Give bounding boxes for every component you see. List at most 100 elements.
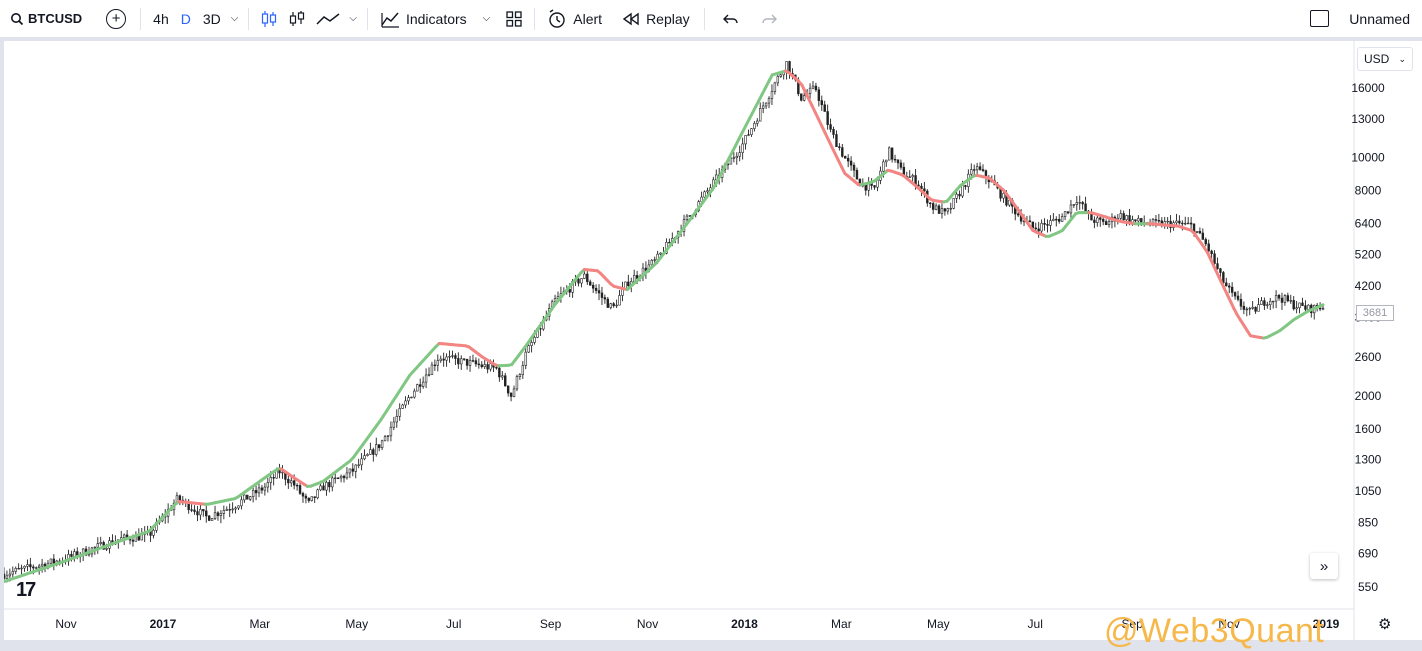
candle-body <box>1258 305 1260 312</box>
price-tick-label: 2000 <box>1355 389 1382 403</box>
price-chart[interactable]: 5506908501050130016002000260034004200520… <box>4 41 1422 640</box>
trend-segment <box>1320 305 1323 306</box>
candle-body <box>1079 202 1081 203</box>
candle-body <box>935 206 937 210</box>
candle-body <box>1266 305 1268 306</box>
chevron-down-icon[interactable]: ⌵ <box>473 0 495 37</box>
candle-body <box>812 86 814 88</box>
candle-body <box>428 375 430 376</box>
redo-icon[interactable] <box>755 0 783 37</box>
price-tick-label: 6400 <box>1355 217 1382 231</box>
candle-body <box>32 567 34 568</box>
chevron-down-icon[interactable]: ⌵ <box>345 0 361 37</box>
candle-body <box>613 304 615 306</box>
candle-body <box>619 295 621 305</box>
symbol-search[interactable]: BTCUSD <box>10 0 82 37</box>
candle-body <box>501 376 503 377</box>
candle-body <box>751 129 753 135</box>
candle-body <box>393 422 395 427</box>
candle-body <box>132 540 134 541</box>
layout-name[interactable]: Unnamed <box>1349 11 1410 27</box>
candle-body <box>525 352 527 365</box>
candle-body <box>454 356 456 359</box>
candle-body <box>1296 308 1298 309</box>
candle-body <box>460 359 462 364</box>
candle-body <box>202 509 204 511</box>
candle-body <box>496 367 498 368</box>
chevron-down-icon[interactable]: ⌵ <box>227 0 243 37</box>
candle-body <box>197 512 199 515</box>
candle-body <box>6 576 8 579</box>
candle-body <box>1029 221 1031 222</box>
line-icon[interactable] <box>311 0 345 37</box>
alert-button[interactable]: Alert <box>541 0 608 37</box>
currency-select[interactable]: USD ⌄ <box>1357 47 1413 71</box>
candle-body <box>522 365 524 374</box>
candle-body <box>1211 251 1213 254</box>
candle-body <box>950 208 952 209</box>
fullscreen-icon[interactable] <box>1310 10 1329 27</box>
candle-body <box>463 359 465 360</box>
candle-body <box>1035 228 1037 229</box>
candle-body <box>1126 216 1128 220</box>
candle-body <box>654 260 656 261</box>
candle-body <box>405 401 407 405</box>
interval-d[interactable]: D <box>175 0 197 37</box>
chart-area[interactable]: 5506908501050130016002000260034004200520… <box>4 41 1422 640</box>
add-symbol-icon[interactable]: + <box>106 9 126 29</box>
candle-body <box>73 552 75 557</box>
candle-body <box>399 408 401 416</box>
interval-4h[interactable]: 4h <box>147 0 175 37</box>
candle-body <box>487 365 489 370</box>
chevron-down-icon: ⌄ <box>1398 54 1406 65</box>
candle-body <box>1050 221 1052 226</box>
candle-body <box>205 511 207 516</box>
price-axis[interactable]: 5506908501050130016002000260034004200520… <box>1351 81 1385 594</box>
candle-body <box>888 148 890 160</box>
undo-icon[interactable] <box>717 0 745 37</box>
candle-body <box>431 365 433 375</box>
templates-icon[interactable] <box>500 0 528 37</box>
interval-3d[interactable]: 3D <box>197 0 227 37</box>
candle-body <box>481 365 483 367</box>
indicators-button[interactable]: Indicators <box>374 0 473 37</box>
bars-icon[interactable] <box>283 0 311 37</box>
candle-body <box>569 289 571 292</box>
candle-body <box>941 209 943 214</box>
candle-body <box>1064 212 1066 217</box>
candle-body <box>1129 216 1131 223</box>
gear-icon[interactable]: ⚙ <box>1378 615 1391 633</box>
candle-body <box>38 566 40 568</box>
candle-body <box>765 103 767 106</box>
candle-body <box>293 481 295 485</box>
candles-icon[interactable] <box>255 0 283 37</box>
time-tick-label: 2017 <box>150 617 177 631</box>
candle-body <box>223 510 225 513</box>
candle-body <box>1158 220 1160 221</box>
candle-body <box>384 437 386 441</box>
candle-body <box>818 90 820 101</box>
layout-group: Unnamed <box>1310 10 1422 27</box>
tradingview-logo-icon[interactable]: 17 <box>16 579 34 602</box>
candle-body <box>29 565 31 567</box>
candle-body <box>777 77 779 83</box>
candle-body <box>592 285 594 288</box>
top-toolbar: BTCUSD + 4h D 3D ⌵ ⌵ Indicators ⌵ Alert … <box>0 0 1422 37</box>
time-tick-label: Mar <box>831 617 852 631</box>
candle-body <box>355 465 357 471</box>
candle-body <box>1003 193 1005 198</box>
candle-body <box>745 135 747 143</box>
scroll-to-realtime-button[interactable]: » <box>1310 553 1338 579</box>
candle-body <box>1052 219 1054 220</box>
candle-body <box>1047 224 1049 225</box>
candle-body <box>616 305 618 306</box>
replay-button[interactable]: Replay <box>616 0 696 37</box>
candle-body <box>375 445 377 455</box>
candle-body <box>841 148 843 157</box>
candle-body <box>279 470 281 473</box>
candle-body <box>1140 218 1142 222</box>
time-tick-label: May <box>927 617 950 631</box>
candle-body <box>1272 301 1274 302</box>
candle-body <box>226 509 228 510</box>
candle-body <box>1231 287 1233 292</box>
